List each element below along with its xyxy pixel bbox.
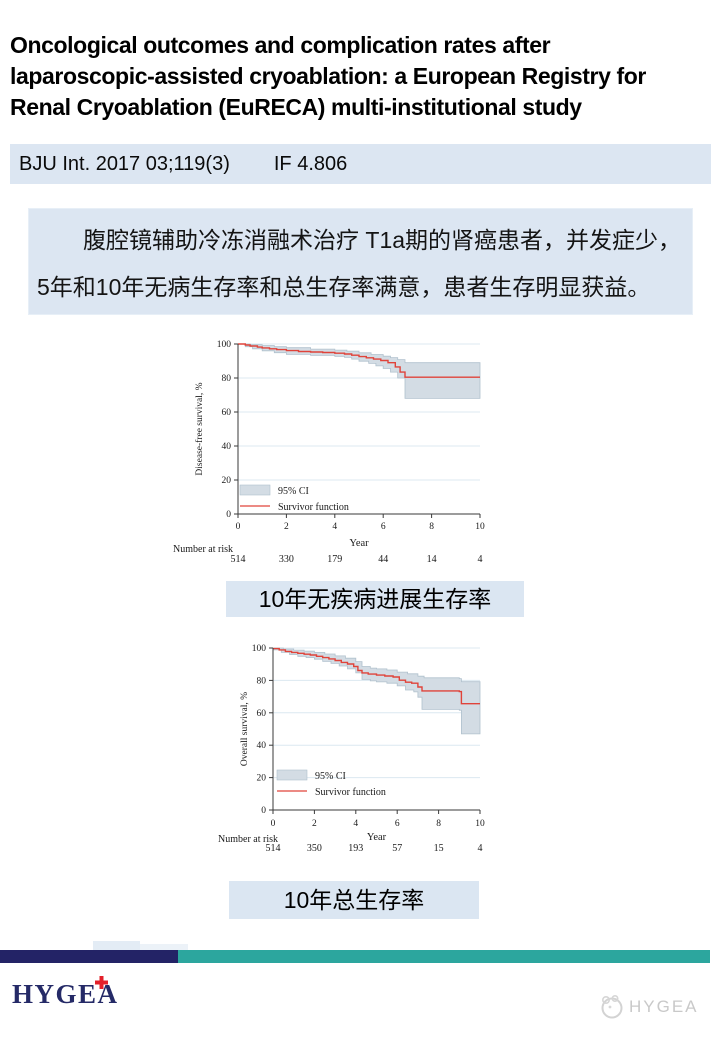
- title-line-2: laparoscopic-assisted cryoablation: a Eu…: [10, 63, 646, 89]
- x-tick-label: 4: [353, 819, 358, 829]
- y-tick-label: 40: [257, 741, 267, 751]
- footer-ghost-shape-1: [93, 941, 140, 952]
- x-tick-label: 8: [436, 819, 441, 829]
- y-tick-label: 80: [257, 676, 267, 686]
- number-at-risk-value: 14: [427, 554, 437, 565]
- summary-line-1: 腹腔镜辅助冷冻消融术治疗 T1a期的肾癌患者，并发症少，: [83, 227, 682, 253]
- title-line-3: Renal Cryoablation (EuRECA) multi-instit…: [10, 94, 582, 120]
- x-tick-label: 0: [271, 819, 276, 829]
- chart-caption-dfs: 10年无疾病进展生存率: [226, 581, 524, 617]
- number-at-risk-value: 44: [378, 554, 388, 565]
- km-chart-overall-survival: 0 20 40 60 80 100 0 2 4 6 8 10 Overall survival, % Ye…: [218, 644, 485, 854]
- legend-ci-swatch: [276, 769, 308, 781]
- legend-line-label: Survivor function: [315, 787, 386, 798]
- survivor-line: [273, 647, 480, 705]
- journal-citation: BJU Int. 2017 03;119(3): [19, 152, 230, 175]
- red-cross-icon: [95, 976, 108, 989]
- y-tick-label: 20: [222, 476, 232, 486]
- x-tick-label: 2: [312, 819, 317, 829]
- y-tick-label: 60: [257, 709, 267, 719]
- watermark: HYGEA: [598, 994, 699, 1020]
- km-chart-disease-free-survival: 0 20 40 60 80 100 0 2 4 6 8 10 Disease-free survival…: [173, 340, 485, 565]
- x-tick-label: 4: [332, 522, 337, 532]
- y-tick-label: 0: [226, 510, 231, 520]
- x-tick-label: 0: [236, 522, 241, 532]
- number-at-risk-value: 514: [266, 843, 281, 854]
- number-at-risk-value: 514: [231, 554, 246, 565]
- number-at-risk-value: 179: [327, 554, 342, 565]
- number-at-risk-value: 193: [348, 843, 363, 854]
- footer-stripe-teal: [178, 950, 710, 963]
- survivor-line: [238, 343, 480, 378]
- footer-stripe-navy: [0, 950, 178, 963]
- watermark-emblem-icon: [601, 994, 623, 1019]
- legend-ci-swatch: [239, 484, 271, 496]
- y-tick-label: 40: [222, 442, 232, 452]
- impact-factor: IF 4.806: [273, 152, 348, 175]
- legend-ci-label: 95% CI: [278, 486, 309, 497]
- x-tick-label: 8: [429, 522, 434, 532]
- y-tick-label: 100: [217, 340, 232, 350]
- footer-ghost-shape-2: [140, 944, 188, 952]
- number-at-risk-value: 15: [434, 843, 444, 854]
- y-tick-label: 60: [222, 408, 232, 418]
- summary-box: 腹腔镜辅助冷冻消融术治疗 T1a期的肾癌患者，并发症少， 5年和10年无病生存率…: [28, 208, 693, 315]
- y-tick-label: 0: [261, 806, 266, 816]
- chart-caption-os: 10年总生存率: [229, 881, 479, 919]
- legend-ci-label: 95% CI: [315, 771, 346, 782]
- y-tick-label: 20: [257, 774, 267, 784]
- legend-line-label: Survivor function: [278, 502, 349, 513]
- x-axis-title: Year: [349, 538, 369, 549]
- number-at-risk-value: 57: [392, 843, 402, 854]
- number-at-risk-value: 350: [307, 843, 322, 854]
- x-tick-label: 10: [475, 522, 485, 532]
- y-tick-label: 100: [252, 644, 267, 654]
- number-at-risk-label: Number at risk: [173, 544, 233, 555]
- number-at-risk-value: 4: [478, 843, 483, 854]
- title-line-1: Oncological outcomes and complication ra…: [10, 32, 551, 58]
- summary-line-2: 5年和10年无病生存率和总生存率满意，患者生存明显获益。: [37, 274, 651, 300]
- x-tick-label: 10: [475, 819, 485, 829]
- number-at-risk-value: 4: [478, 554, 483, 565]
- article-title: Oncological outcomes and complication ra…: [10, 30, 716, 123]
- x-tick-label: 6: [381, 522, 386, 532]
- y-axis-title: Disease-free survival, %: [194, 382, 205, 475]
- x-axis-title: Year: [367, 832, 387, 843]
- x-tick-label: 2: [284, 522, 289, 532]
- watermark-text: HYGEA: [629, 997, 699, 1016]
- x-tick-label: 6: [395, 819, 400, 829]
- y-tick-label: 80: [222, 374, 232, 384]
- citation-bar: BJU Int. 2017 03;119(3) IF 4.806: [10, 144, 711, 184]
- number-at-risk-value: 330: [279, 554, 294, 565]
- number-at-risk-label: Number at risk: [218, 834, 278, 845]
- y-axis-title: Overall survival, %: [240, 692, 250, 766]
- ci-band: [238, 343, 481, 399]
